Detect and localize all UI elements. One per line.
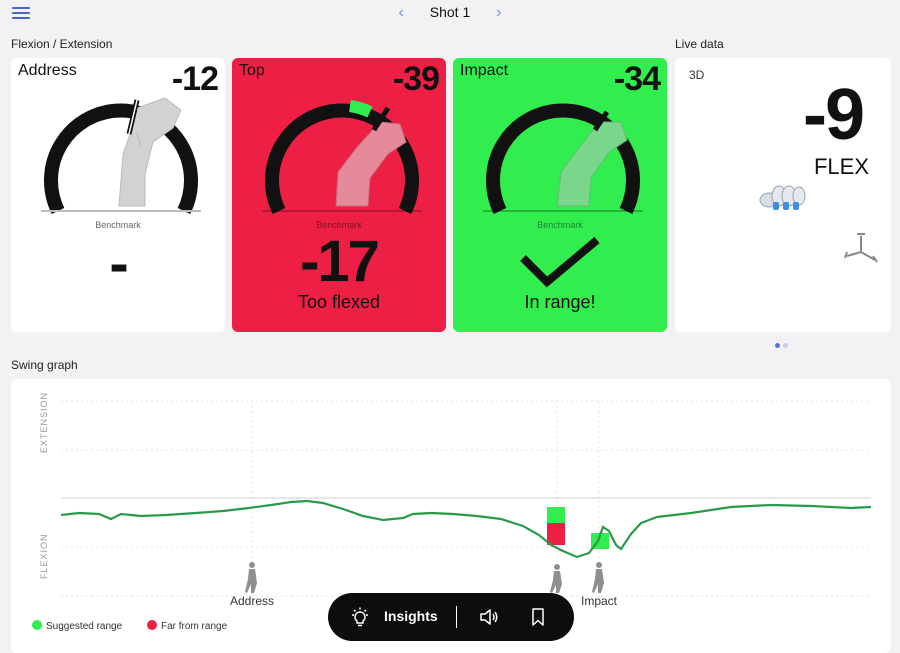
card-address[interactable]: Address -12 Benchmark - [11,58,225,332]
card-value: -39 [392,60,440,98]
benchmark-label: Benchmark [316,220,362,230]
live-data-card[interactable]: 3D -9 FLEX [675,58,891,332]
legend-suggested: Suggested range [32,620,122,632]
shot-title: Shot 1 [429,4,471,20]
benchmark-value: - [109,231,128,296]
marker-label-impact: Impact [581,594,618,608]
y-label-flexion: FLEXION [39,533,49,579]
benchmark-value: -17 [300,229,380,294]
legend-far: Far from range [147,620,227,632]
gauge-dial [483,103,643,215]
carousel-dot-active[interactable] [775,343,780,348]
bottom-toolbar: Insights [328,593,574,641]
carousel-dot[interactable] [783,343,788,348]
card-top[interactable]: Top -39 Benchmark -17 Too flexed [232,58,446,332]
hand-icon [335,121,407,207]
prev-shot-button[interactable]: ‹ [398,4,404,21]
grid-lines [61,400,871,599]
card-title: Top [239,62,265,79]
marker-label-address: Address [230,594,274,608]
y-label-extension: EXTENSION [39,392,49,453]
golfer-icon [245,562,604,593]
gauge-dial [262,100,422,215]
section-label-swing: Swing graph [11,358,78,372]
carousel-dots[interactable] [775,335,791,353]
gauge-dial [41,97,201,215]
status-text: Too flexed [297,292,381,312]
card-impact[interactable]: Impact -34 Benchmark In range! [453,58,667,332]
card-value: -34 [613,60,661,98]
card-title: Address [18,62,77,79]
card-title: Impact [460,62,509,79]
top-bar: ‹ Shot 1 › [0,0,900,28]
status-text: In range! [524,292,596,312]
axes-icon [844,233,878,263]
checkmark-icon [520,236,600,288]
lightbulb-icon[interactable] [350,607,370,627]
insights-button[interactable]: Insights [384,608,438,624]
menu-icon[interactable] [12,7,30,21]
legend-dot-green [32,620,42,630]
benchmark-label: Benchmark [537,220,583,230]
swing-graph: EXTENSION FLEXION Address Impact [39,392,872,608]
speaker-icon[interactable] [479,608,499,626]
swing-line [60,499,872,559]
hand-3d-icon [759,185,806,210]
legend-label: Far from range [161,621,228,632]
legend-label: Suggested range [46,621,123,632]
toolbar-divider [456,606,457,628]
legend-dot-red [147,620,157,630]
card-value: -12 [171,60,219,98]
hand-icon [556,121,628,207]
mode-label: 3D [689,68,705,82]
shot-navigator: ‹ Shot 1 › [0,4,900,22]
range-marker-top [547,507,565,545]
live-metric: FLEX [813,154,869,179]
section-label-live: Live data [675,37,724,51]
bookmark-icon[interactable] [531,608,545,626]
section-label-flexion: Flexion / Extension [11,37,113,51]
hand-icon [118,97,182,207]
next-shot-button[interactable]: › [496,4,502,21]
live-value: -9 [802,75,865,155]
benchmark-label: Benchmark [95,220,141,230]
